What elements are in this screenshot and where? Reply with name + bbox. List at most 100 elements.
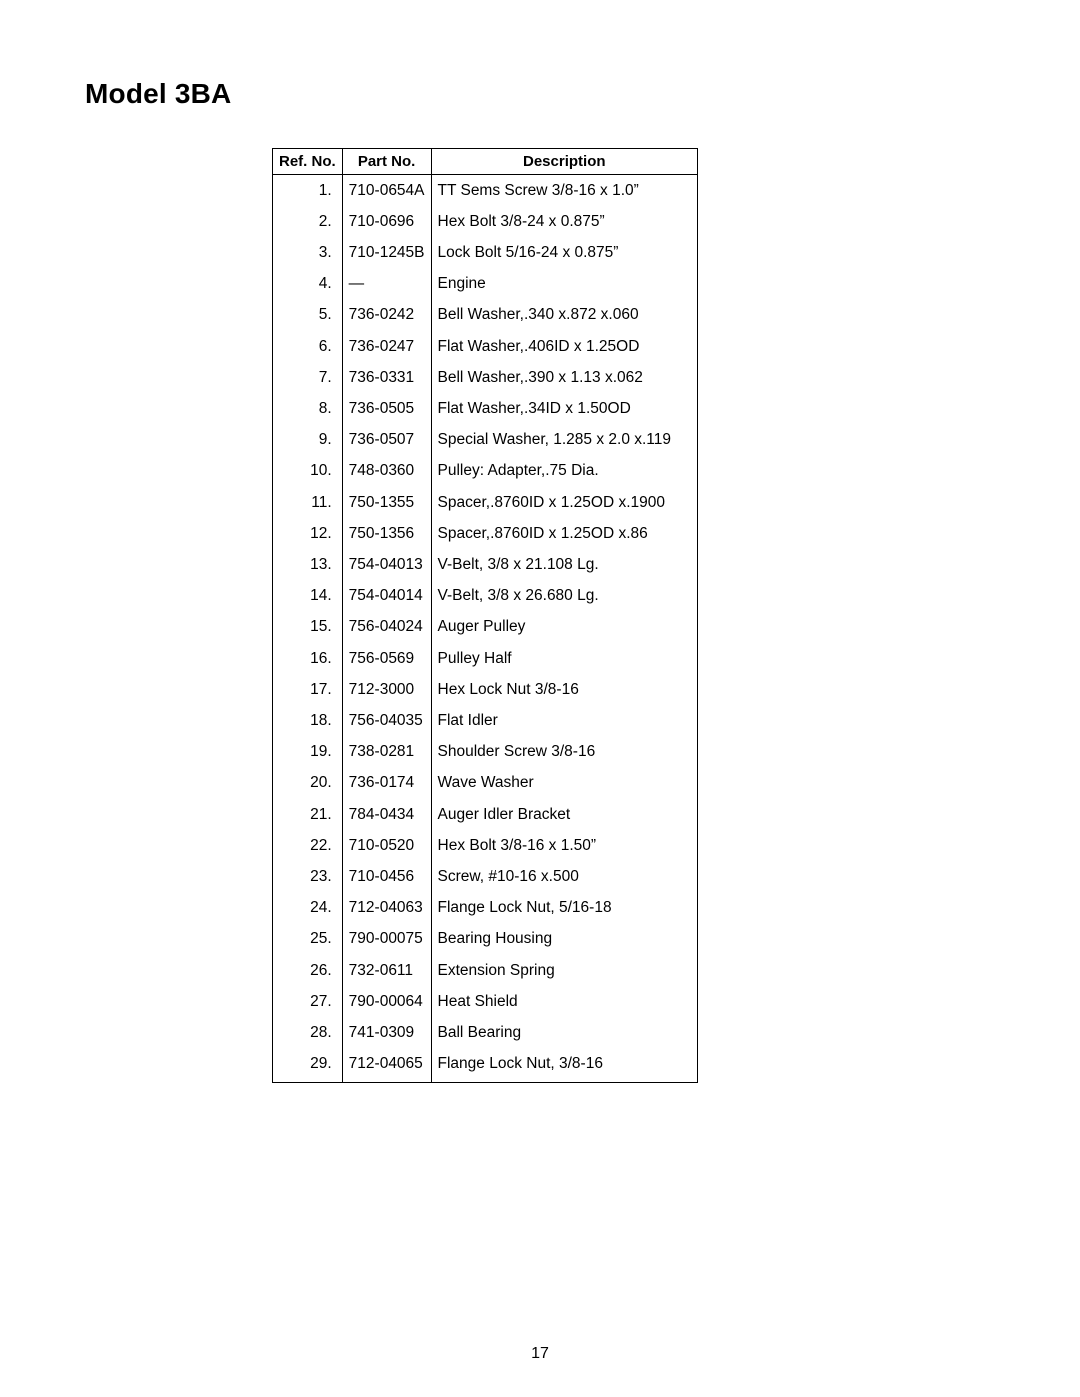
cell-part: 736-0174 <box>342 768 431 799</box>
cell-part: 736-0247 <box>342 331 431 362</box>
cell-desc: Extension Spring <box>431 955 697 986</box>
table-row: 15.756-04024Auger Pulley <box>273 612 697 643</box>
table-row: 29.712-04065Flange Lock Nut, 3/8-16 <box>273 1049 697 1083</box>
cell-desc: Auger Idler Bracket <box>431 799 697 830</box>
table-row: 21.784-0434Auger Idler Bracket <box>273 799 697 830</box>
table-row: 3.710-1245BLock Bolt 5/16-24 x 0.875” <box>273 237 697 268</box>
cell-part: 756-04035 <box>342 705 431 736</box>
cell-part: 790-00075 <box>342 924 431 955</box>
cell-part: 748-0360 <box>342 456 431 487</box>
cell-part: 790-00064 <box>342 986 431 1017</box>
table-row: 12.750-1356Spacer,.8760ID x 1.25OD x.86 <box>273 518 697 549</box>
cell-ref: 16. <box>273 643 342 674</box>
cell-desc: Bearing Housing <box>431 924 697 955</box>
table-row: 10.748-0360Pulley: Adapter,.75 Dia. <box>273 456 697 487</box>
cell-desc: Ball Bearing <box>431 1017 697 1048</box>
cell-desc: Flat Idler <box>431 705 697 736</box>
parts-table: Ref. No. Part No. Description 1.710-0654… <box>273 149 697 1082</box>
cell-ref: 25. <box>273 924 342 955</box>
cell-ref: 5. <box>273 300 342 331</box>
cell-part: 756-0569 <box>342 643 431 674</box>
cell-ref: 2. <box>273 206 342 237</box>
cell-desc: Pulley: Adapter,.75 Dia. <box>431 456 697 487</box>
cell-desc: Spacer,.8760ID x 1.25OD x.86 <box>431 518 697 549</box>
table-row: 4.—Engine <box>273 269 697 300</box>
cell-part: 710-0456 <box>342 861 431 892</box>
table-row: 27.790-00064Heat Shield <box>273 986 697 1017</box>
cell-desc: Bell Washer,.390 x 1.13 x.062 <box>431 362 697 393</box>
table-row: 17.712-3000Hex Lock Nut 3/8-16 <box>273 674 697 705</box>
table-row: 16.756-0569Pulley Half <box>273 643 697 674</box>
table-row: 24.712-04063Flange Lock Nut, 5/16-18 <box>273 893 697 924</box>
cell-desc: Pulley Half <box>431 643 697 674</box>
cell-desc: Flat Washer,.406ID x 1.25OD <box>431 331 697 362</box>
col-header-ref: Ref. No. <box>273 149 342 175</box>
col-header-part: Part No. <box>342 149 431 175</box>
cell-ref: 4. <box>273 269 342 300</box>
cell-desc: Lock Bolt 5/16-24 x 0.875” <box>431 237 697 268</box>
cell-desc: Wave Washer <box>431 768 697 799</box>
cell-part: 736-0505 <box>342 393 431 424</box>
table-row: 20.736-0174Wave Washer <box>273 768 697 799</box>
cell-ref: 19. <box>273 737 342 768</box>
cell-desc: V-Belt, 3/8 x 26.680 Lg. <box>431 581 697 612</box>
table-header-row: Ref. No. Part No. Description <box>273 149 697 175</box>
cell-desc: V-Belt, 3/8 x 21.108 Lg. <box>431 549 697 580</box>
cell-desc: Flange Lock Nut, 3/8-16 <box>431 1049 697 1083</box>
cell-part: 710-1245B <box>342 237 431 268</box>
cell-desc: Hex Lock Nut 3/8-16 <box>431 674 697 705</box>
cell-ref: 9. <box>273 425 342 456</box>
table-row: 2.710-0696Hex Bolt 3/8-24 x 0.875” <box>273 206 697 237</box>
cell-ref: 13. <box>273 549 342 580</box>
cell-ref: 24. <box>273 893 342 924</box>
cell-ref: 17. <box>273 674 342 705</box>
cell-desc: Flange Lock Nut, 5/16-18 <box>431 893 697 924</box>
cell-part: 710-0520 <box>342 830 431 861</box>
cell-ref: 7. <box>273 362 342 393</box>
cell-part: 754-04014 <box>342 581 431 612</box>
table-row: 28.741-0309Ball Bearing <box>273 1017 697 1048</box>
cell-ref: 27. <box>273 986 342 1017</box>
page-title: Model 3BA <box>85 78 231 110</box>
cell-part: 736-0242 <box>342 300 431 331</box>
cell-part: 750-1356 <box>342 518 431 549</box>
cell-desc: Bell Washer,.340 x.872 x.060 <box>431 300 697 331</box>
cell-ref: 8. <box>273 393 342 424</box>
parts-table-container: Ref. No. Part No. Description 1.710-0654… <box>272 148 698 1083</box>
cell-desc: Screw, #10-16 x.500 <box>431 861 697 892</box>
cell-part: 738-0281 <box>342 737 431 768</box>
cell-part: 710-0696 <box>342 206 431 237</box>
cell-ref: 12. <box>273 518 342 549</box>
cell-ref: 26. <box>273 955 342 986</box>
page-number: 17 <box>0 1345 1080 1363</box>
cell-desc: Engine <box>431 269 697 300</box>
cell-ref: 28. <box>273 1017 342 1048</box>
cell-desc: Shoulder Screw 3/8-16 <box>431 737 697 768</box>
cell-desc: Special Washer, 1.285 x 2.0 x.119 <box>431 425 697 456</box>
cell-ref: 21. <box>273 799 342 830</box>
table-row: 26.732-0611Extension Spring <box>273 955 697 986</box>
cell-part: 750-1355 <box>342 487 431 518</box>
cell-desc: Flat Washer,.34ID x 1.50OD <box>431 393 697 424</box>
col-header-desc: Description <box>431 149 697 175</box>
cell-ref: 18. <box>273 705 342 736</box>
cell-ref: 1. <box>273 175 342 207</box>
page: Model 3BA Ref. No. Part No. Description … <box>0 0 1080 1397</box>
table-row: 13.754-04013V-Belt, 3/8 x 21.108 Lg. <box>273 549 697 580</box>
cell-desc: TT Sems Screw 3/8-16 x 1.0” <box>431 175 697 207</box>
cell-ref: 11. <box>273 487 342 518</box>
cell-ref: 22. <box>273 830 342 861</box>
cell-ref: 14. <box>273 581 342 612</box>
cell-part: 710-0654A <box>342 175 431 207</box>
table-row: 11.750-1355Spacer,.8760ID x 1.25OD x.190… <box>273 487 697 518</box>
table-body: 1.710-0654ATT Sems Screw 3/8-16 x 1.0”2.… <box>273 175 697 1083</box>
table-row: 18.756-04035Flat Idler <box>273 705 697 736</box>
cell-ref: 29. <box>273 1049 342 1083</box>
table-row: 25.790-00075Bearing Housing <box>273 924 697 955</box>
table-header: Ref. No. Part No. Description <box>273 149 697 175</box>
cell-ref: 3. <box>273 237 342 268</box>
table-row: 22.710-0520Hex Bolt 3/8-16 x 1.50” <box>273 830 697 861</box>
table-row: 23.710-0456Screw, #10-16 x.500 <box>273 861 697 892</box>
cell-ref: 20. <box>273 768 342 799</box>
cell-part: 712-04063 <box>342 893 431 924</box>
